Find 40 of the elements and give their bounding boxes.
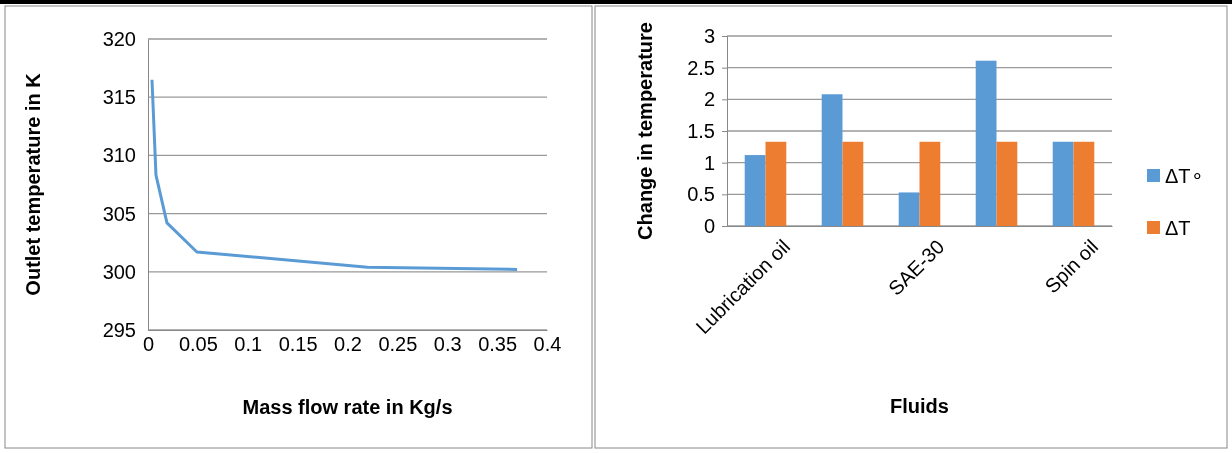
y-tick-label: 1	[703, 151, 715, 174]
y-tick-label: 295	[102, 318, 136, 341]
line-series	[150, 78, 519, 271]
x-tick-label: 0.3	[433, 333, 462, 355]
x-axis-title: Mass flow rate in Kg/s	[242, 396, 453, 418]
x-tick-label: 0.15	[278, 333, 318, 355]
y-tick-label: 2.5	[687, 56, 715, 79]
bar	[1052, 141, 1074, 226]
bar	[765, 141, 787, 226]
bar	[898, 192, 920, 226]
bar	[821, 94, 843, 226]
bar	[996, 141, 1018, 226]
bar	[842, 141, 864, 226]
bar	[744, 155, 766, 226]
x-tick-label: 0.35	[478, 333, 518, 355]
y-tick-label: 1.5	[687, 119, 715, 142]
bar	[919, 141, 941, 226]
y-tick-label: 0.5	[687, 183, 715, 206]
y-tick-label: 320	[102, 27, 136, 50]
y-tick-label: 2	[703, 88, 715, 111]
y-tick-label: 310	[102, 144, 136, 167]
x-tick-label: 0.1	[234, 333, 263, 355]
bar	[975, 60, 997, 226]
x-tick-label: 0.4	[533, 333, 562, 355]
x-tick-label: 0	[142, 333, 155, 355]
bar	[1073, 141, 1095, 226]
y-axis-title: Outlet temperature in K	[22, 72, 44, 296]
legend-label: ΔT∘	[1165, 165, 1204, 187]
x-tick-label: 0.05	[178, 333, 218, 355]
x-axis-title: Fluids	[890, 395, 949, 417]
x-tick-label: 0.25	[378, 333, 418, 355]
y-tick-label: 305	[102, 202, 136, 225]
x-tick-label: Spin oil	[1040, 235, 1103, 298]
y-axis-title: Change in temperature	[634, 22, 656, 240]
y-tick-label: 300	[102, 260, 136, 283]
x-tick-label: 0.2	[334, 333, 362, 355]
y-tick-label: 315	[102, 86, 136, 109]
y-tick-label: 3	[703, 24, 715, 47]
y-tick-label: 0	[703, 214, 715, 237]
legend-label: ΔT	[1165, 217, 1191, 239]
